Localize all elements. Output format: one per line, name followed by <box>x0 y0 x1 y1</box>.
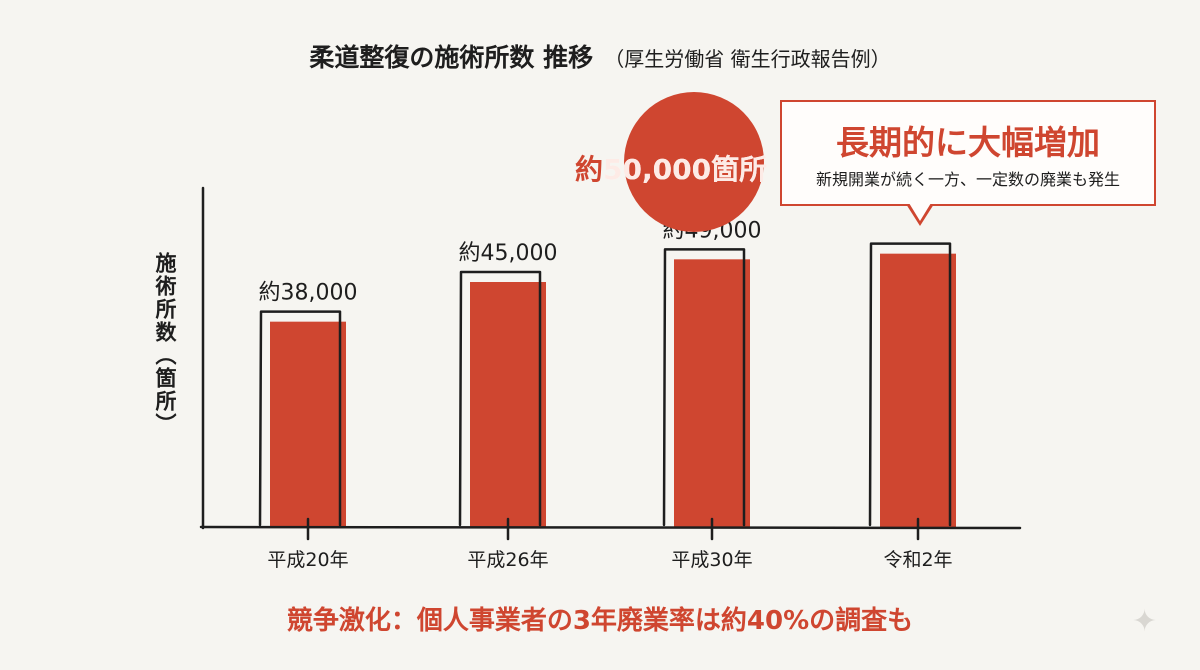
sparkle-icon: ✦ <box>1132 604 1158 639</box>
highlight-circle <box>624 92 764 232</box>
x-axis-line <box>199 525 1022 530</box>
highlight-value-suffix: 箇所 <box>711 153 768 186</box>
bar-2 <box>674 259 750 527</box>
bar-0 <box>270 321 346 527</box>
x-tick-label-3: 令和2年 <box>883 549 952 571</box>
highlight-value-number: 50,000 <box>603 153 712 186</box>
x-tick-label-0: 平成20年 <box>267 549 348 571</box>
bar-outline-2 <box>662 248 746 527</box>
highlight-value-prefix: 約 <box>575 153 604 186</box>
bar-3 <box>880 253 956 527</box>
speech-bubble-tail-fill <box>909 203 931 221</box>
x-tick-label-2: 平成30年 <box>671 549 752 571</box>
chart-title: 柔道整復の施術所数 推移 （厚生労働省 衛生行政報告例） <box>0 38 1200 74</box>
bar-outline-1 <box>458 270 542 527</box>
speech-detail: 新規開業が続く一方、一定数の廃業も発生 <box>815 170 1120 189</box>
speech-bubble: 長期的に大幅増加 新規開業が続く一方、一定数の廃業も発生 <box>780 100 1156 206</box>
y-axis-label: 施術所数（箇所） <box>153 252 177 436</box>
chart-title-main: 柔道整復の施術所数 推移 <box>309 43 594 72</box>
footnote: 競争激化：個人事業者の3年廃業率は約40%の調査も <box>286 606 914 636</box>
x-tick-label-1: 平成26年 <box>467 549 548 571</box>
bar-1 <box>470 282 546 527</box>
bar-outline-0 <box>258 310 342 527</box>
bar-outline-3 <box>868 242 952 527</box>
chart-title-source: （厚生労働省 衛生行政報告例） <box>604 47 891 71</box>
highlight-value-label: 約50,000箇所 <box>575 148 775 188</box>
data-label-0: 約38,000 <box>259 281 358 306</box>
speech-headline: 長期的に大幅増加 <box>836 123 1100 162</box>
data-label-1: 約45,000 <box>459 241 558 266</box>
